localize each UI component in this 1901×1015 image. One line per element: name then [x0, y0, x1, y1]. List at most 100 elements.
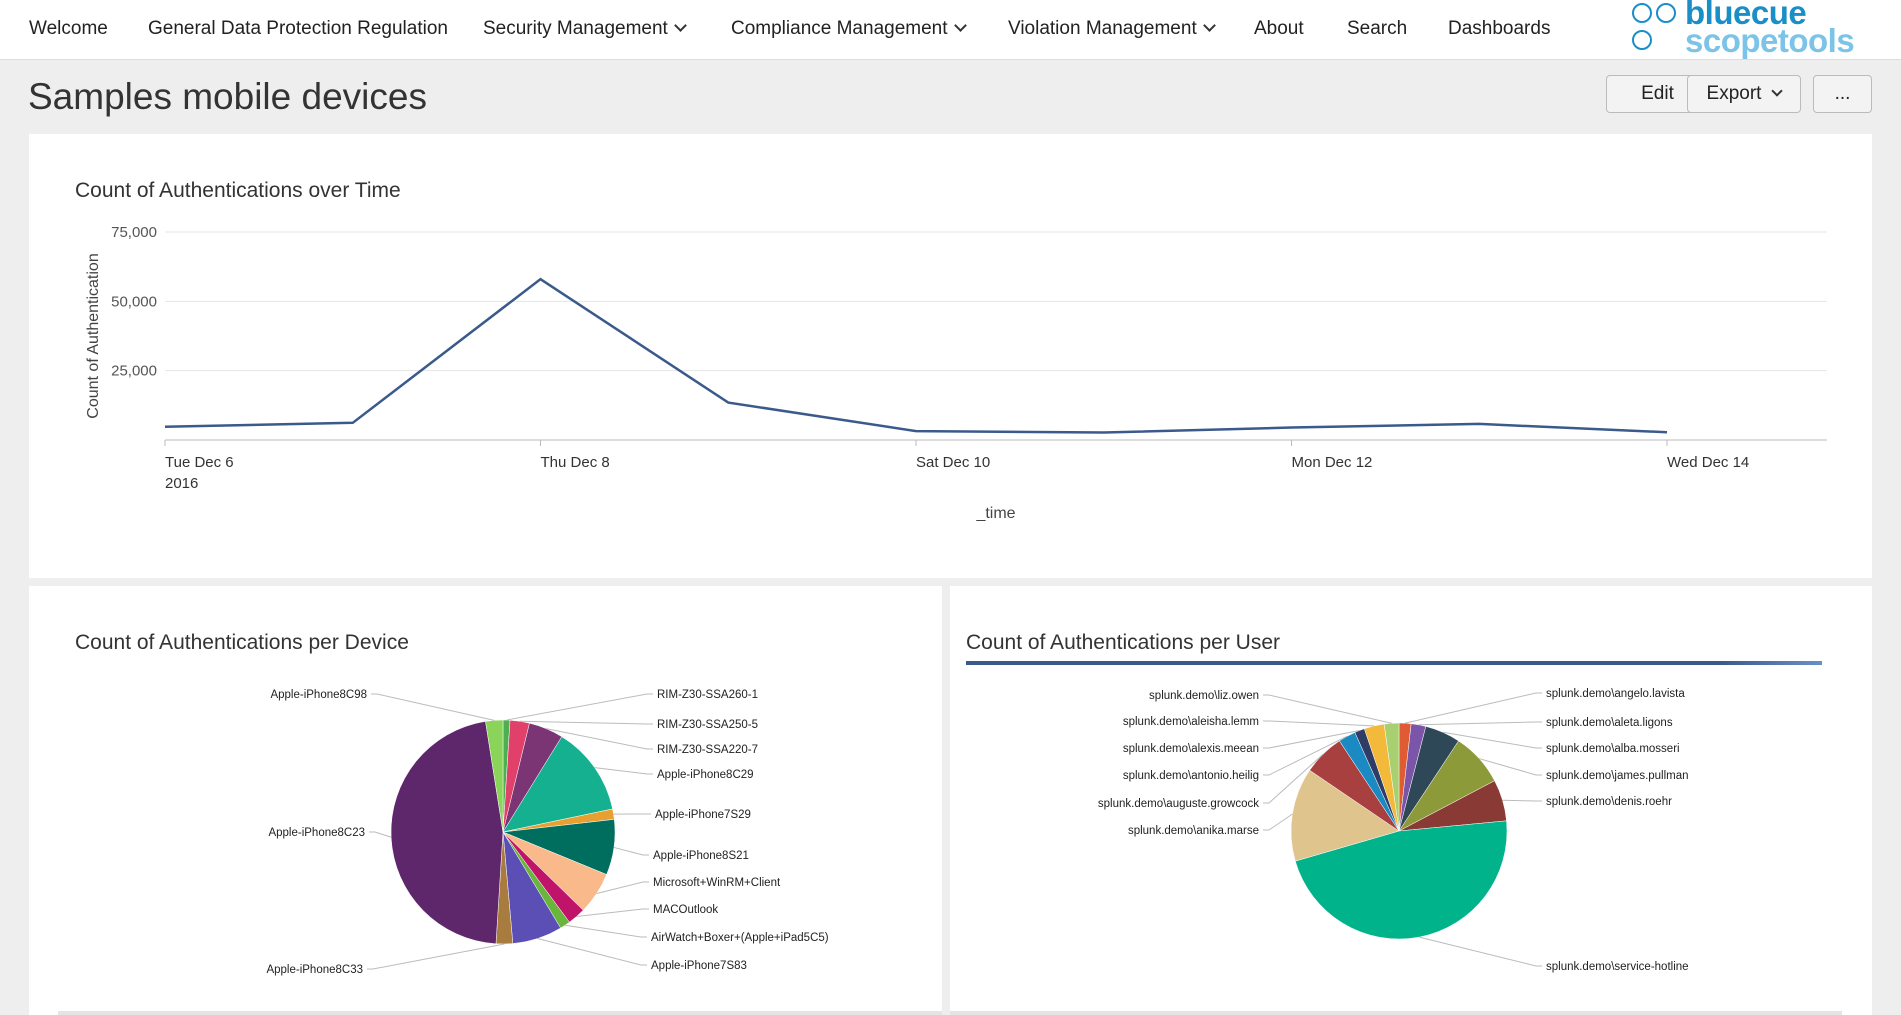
- pie-slice-label: Apple-iPhone8C29: [657, 769, 754, 781]
- pie-leader-line: [1263, 720, 1375, 727]
- data-point[interactable]: [913, 428, 919, 434]
- top-nav: Welcome General Data Protection Regulati…: [0, 0, 1901, 60]
- x-tick-label: Mon Dec 12: [1292, 454, 1373, 471]
- pie-slice[interactable]: [502, 736, 613, 833]
- user-chart-panel: Count of Authentications per User splunk…: [950, 586, 1872, 1015]
- pie-slice[interactable]: [1383, 722, 1400, 832]
- series-line[interactable]: [164, 277, 1668, 434]
- active-panel-accent-bar: [966, 661, 1822, 665]
- pie-leader-line: [1478, 758, 1542, 776]
- data-point[interactable]: [162, 424, 168, 430]
- pie-slice-label: splunk.demo\angelo.lavista: [1546, 688, 1685, 700]
- y-tick-label: 25,000: [111, 363, 157, 380]
- pie-leader-line: [1263, 813, 1293, 831]
- logo-text-bluecue: bluecue: [1685, 0, 1807, 31]
- x-tick-year-label: 2016: [165, 475, 198, 492]
- nav-dashboards[interactable]: Dashboards: [1448, 18, 1551, 39]
- bluecue-logo[interactable]: bluecue scopetools: [1628, 0, 1878, 60]
- nav-search[interactable]: Search: [1347, 18, 1408, 39]
- pie-slice-label: Apple-iPhone8C33: [266, 964, 363, 976]
- data-point[interactable]: [350, 420, 356, 426]
- pie-slice-label: splunk.demo\denis.roehr: [1546, 796, 1672, 808]
- pie-slice-label: splunk.demo\antonio.heilig: [1123, 770, 1259, 782]
- pie-slice-label: splunk.demo\alexis.meean: [1123, 743, 1259, 755]
- pie-leader-line: [576, 908, 649, 917]
- pie-leader-line: [613, 846, 649, 856]
- panel-divider: [58, 1011, 942, 1015]
- pie-slice[interactable]: [1294, 820, 1508, 940]
- edit-button-label: Edit: [1641, 83, 1674, 104]
- pie-slice-label: splunk.demo\liz.owen: [1149, 690, 1259, 702]
- pie-leader-line: [1263, 729, 1360, 749]
- nav-compliance-management[interactable]: Compliance Management: [731, 18, 967, 40]
- user-pie-chart: splunk.demo\angelo.lavista splunk.demo\al…: [1098, 688, 1689, 973]
- page-title: Samples mobile devices: [28, 76, 427, 117]
- pie-leader-line: [1263, 735, 1348, 776]
- pie-slice[interactable]: [1290, 769, 1400, 862]
- logo-text-scopetools: scopetools: [1685, 22, 1855, 59]
- pie-leader-line: [371, 693, 495, 721]
- nav-security-management-label: Security Management: [483, 18, 668, 39]
- pie-leader-line: [594, 767, 653, 775]
- pie-slice-label: splunk.demo\alba.mosseri: [1546, 743, 1680, 755]
- pie-slice-label: splunk.demo\aleisha.lemm: [1123, 716, 1259, 728]
- pie-slice[interactable]: [390, 721, 504, 945]
- more-actions-button[interactable]: ...: [1813, 75, 1872, 113]
- data-point[interactable]: [1289, 425, 1295, 431]
- data-point[interactable]: [725, 400, 731, 406]
- pie-slice-label: RIM-Z30-SSA250-5: [657, 719, 758, 731]
- panel-divider: [950, 1011, 1842, 1015]
- x-axis-label: _time: [975, 505, 1015, 522]
- data-point[interactable]: [1476, 421, 1482, 427]
- pie-leader-line: [1418, 721, 1542, 726]
- chevron-down-icon: [673, 19, 687, 32]
- data-point[interactable]: [1101, 430, 1107, 436]
- nav-welcome[interactable]: Welcome: [29, 18, 108, 39]
- pie-slice-label: splunk.demo\aleta.ligons: [1546, 717, 1673, 729]
- pie-slice-label: RIM-Z30-SSA220-7: [657, 744, 758, 756]
- logo-ring-icon: [1632, 30, 1652, 50]
- pie-leader-line: [546, 728, 653, 750]
- x-tick-label: Wed Dec 14: [1667, 454, 1749, 471]
- pie-leader-line: [596, 881, 649, 894]
- y-axis-label: Count of Authentication: [85, 253, 102, 418]
- pie-slice-label: splunk.demo\james.pullman: [1546, 770, 1689, 782]
- time-chart-title: Count of Authentications over Time: [75, 179, 401, 202]
- pie-leader-line: [506, 693, 653, 721]
- device-chart-panel: Count of Authentications per Device RIM-…: [29, 586, 942, 1015]
- pie-leader-line: [537, 938, 647, 966]
- pie-slice-label: Apple-iPhone8C98: [270, 689, 367, 701]
- nav-violation-management[interactable]: Violation Management: [1008, 18, 1216, 40]
- pie-slice-label: MACOutlook: [653, 904, 718, 916]
- data-point[interactable]: [1664, 429, 1670, 435]
- nav-about[interactable]: About: [1254, 18, 1304, 39]
- pie-leader-line: [369, 831, 392, 838]
- x-tick-label: Tue Dec 6: [165, 454, 234, 471]
- pie-slice-label: splunk.demo\anika.marse: [1128, 825, 1259, 837]
- nav-security-management[interactable]: Security Management: [483, 18, 687, 40]
- pie-slice-label: splunk.demo\auguste.growcock: [1098, 798, 1259, 810]
- time-chart-panel: Count of Authentications over Time 25,00…: [29, 134, 1872, 578]
- pie-slice-label: Apple-iPhone7S29: [655, 809, 751, 821]
- line-chart: 25,000 50,000 75,000 Count of Authenticatio…: [85, 224, 1827, 522]
- data-point[interactable]: [538, 276, 544, 282]
- pie-leader-line: [565, 924, 647, 938]
- export-button[interactable]: Export: [1687, 75, 1801, 113]
- device-chart-title: Count of Authentications per Device: [75, 631, 409, 654]
- more-actions-label: ...: [1834, 83, 1851, 104]
- pie-leader-line: [367, 943, 505, 970]
- pie-slice-label: splunk.demo\service-hotline: [1546, 961, 1689, 973]
- nav-gdpr[interactable]: General Data Protection Regulation: [148, 18, 448, 39]
- pie-slice-label: Apple-iPhone8C23: [268, 827, 365, 839]
- pie-slice-label: RIM-Z30-SSA260-1: [657, 689, 758, 701]
- pie-slice-label: Microsoft+WinRM+Client: [653, 877, 781, 889]
- x-tick-label: Sat Dec 10: [916, 454, 990, 471]
- nav-violation-management-label: Violation Management: [1008, 18, 1197, 39]
- chevron-down-icon: [1202, 19, 1216, 32]
- chevron-down-icon: [953, 19, 967, 32]
- pie-slice-label: AirWatch+Boxer+(Apple+iPad5C5): [651, 932, 829, 944]
- pie-slice-label: Apple-iPhone8S21: [653, 850, 749, 862]
- pie-leader-line: [1442, 731, 1542, 749]
- pie-leader-line: [1263, 753, 1324, 804]
- device-pie-chart: RIM-Z30-SSA260-1 RIM-Z30-SSA250-5 RIM-Z30-…: [266, 689, 829, 976]
